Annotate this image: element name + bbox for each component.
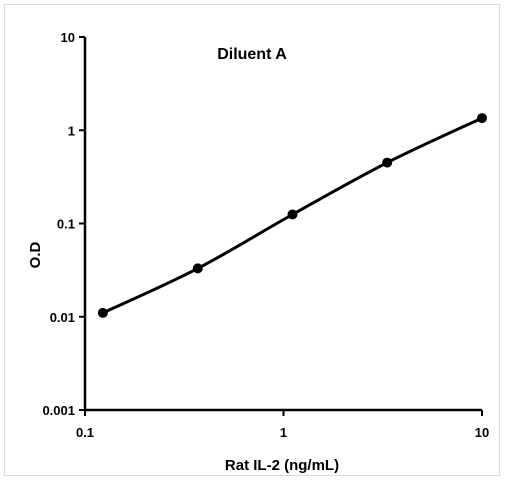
data-point bbox=[192, 263, 203, 274]
y-tick-label: 10 bbox=[61, 30, 75, 45]
data-point bbox=[287, 209, 298, 220]
x-tick-label: 10 bbox=[475, 425, 489, 440]
data-point bbox=[382, 157, 393, 168]
data-point bbox=[97, 307, 108, 318]
y-tick-label: 0.1 bbox=[57, 217, 75, 232]
x-axis-label: Rat IL-2 (ng/mL) bbox=[225, 457, 339, 474]
y-axis-label: O.D bbox=[27, 242, 44, 269]
y-tick-label: 0.01 bbox=[50, 310, 75, 325]
y-tick-label: 1 bbox=[68, 123, 75, 138]
y-tick-label: 0.001 bbox=[42, 403, 75, 418]
x-tick-label: 1 bbox=[280, 425, 287, 440]
x-tick-label: 0.1 bbox=[76, 425, 94, 440]
chart-frame bbox=[4, 4, 500, 476]
chart-title: Diluent A bbox=[217, 46, 287, 63]
data-point bbox=[477, 113, 487, 124]
